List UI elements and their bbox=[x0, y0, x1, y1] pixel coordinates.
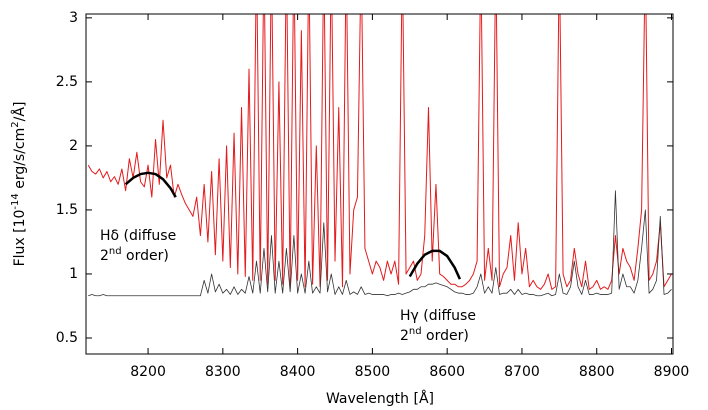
annotation: 2nd order) bbox=[100, 246, 169, 265]
x-axis-label: Wavelength [Å] bbox=[326, 390, 434, 407]
x-tick-label: 8900 bbox=[654, 364, 690, 380]
x-tick-label: 8800 bbox=[579, 364, 615, 380]
x-tick-label: 8600 bbox=[429, 364, 465, 380]
annotation-part: nd bbox=[109, 246, 122, 257]
plot-area bbox=[87, 14, 672, 297]
x-tick-label: 8400 bbox=[280, 364, 316, 380]
spectrum-line bbox=[87, 14, 672, 290]
spectrum-line bbox=[408, 249, 462, 280]
y-tick-label: 1 bbox=[69, 266, 78, 282]
y-axis-label: Flux [10-14 erg/s/cm2/Å] bbox=[10, 102, 29, 267]
spectrum-line bbox=[88, 190, 672, 297]
annotation-part: 2 bbox=[400, 328, 409, 344]
annotation-part: order) bbox=[422, 328, 469, 344]
plot-frame bbox=[85, 13, 674, 355]
x-tick-label: 8700 bbox=[504, 364, 540, 380]
x-tick-label: 8500 bbox=[355, 364, 391, 380]
y-tick-label: 1.5 bbox=[56, 202, 78, 218]
annotation-part: nd bbox=[409, 326, 422, 337]
y-label-part: /Å] bbox=[11, 102, 28, 122]
y-tick-label: 0.5 bbox=[56, 330, 78, 346]
annotation-part: 2 bbox=[100, 248, 109, 264]
y-tick-label: 2 bbox=[69, 138, 78, 154]
y-label-part: 2 bbox=[10, 121, 21, 127]
x-tick-label: 8300 bbox=[205, 364, 241, 380]
annotation: Hδ (diffuse bbox=[100, 228, 176, 244]
spectrum-line bbox=[124, 171, 177, 198]
y-tick-label: 3 bbox=[69, 10, 78, 26]
y-label-part: Flux [10 bbox=[12, 210, 28, 267]
annotation: 2nd order) bbox=[400, 326, 469, 345]
y-label-part: -14 bbox=[10, 193, 21, 209]
x-tick-label: 8200 bbox=[130, 364, 166, 380]
y-tick-label: 2.5 bbox=[56, 74, 78, 90]
annotation: Hγ (diffuse bbox=[400, 308, 476, 324]
y-label-part: erg/s/cm bbox=[12, 128, 28, 194]
annotation-part: order) bbox=[122, 248, 169, 264]
